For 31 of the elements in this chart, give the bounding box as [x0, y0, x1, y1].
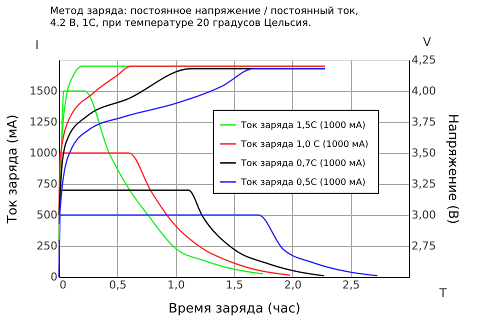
y2-tick-label: 4,25: [412, 54, 436, 66]
y2-tick-label: 3,50: [412, 146, 436, 160]
legend-label: Ток заряда 1,5C (1000 мА): [240, 120, 366, 131]
y-axis-title: Ток заряда (мА): [6, 114, 21, 224]
text: I: [35, 38, 39, 52]
x-tick-label: 2,5: [342, 278, 360, 292]
x-tick-label: 1,5: [226, 278, 244, 292]
y2-tick-label: 2,75: [412, 240, 436, 252]
y2-tick-label: 3,75: [412, 116, 436, 128]
text: T: [438, 286, 448, 300]
x-tick-label: 2,0: [284, 278, 302, 292]
y2-tick-label: 3,00: [412, 208, 436, 222]
y-tick-label: 500: [36, 208, 58, 222]
y-tick-label: 0: [50, 270, 58, 284]
x-tick-label: 1,0: [167, 278, 185, 292]
y-tick-label: 1250: [30, 116, 58, 128]
y2-tick-label: 3,25: [412, 178, 436, 190]
legend-label: Ток заряда 0,7C (1000 мА): [240, 158, 366, 169]
x-axis-title: Время заряда (час): [168, 302, 300, 316]
legend-label: Ток заряда 0,5C (1000 мА): [240, 178, 366, 188]
x-tick-label: 0: [60, 278, 66, 292]
chart-title: Метод заряда: постоянное напряжение / постоянный ток, 4.2 В, 1С, при температуре 20 градусов Цельсия.: [50, 6, 358, 29]
legend-label: Ток заряда 1,0 C (1000 мА): [240, 140, 368, 150]
y-tick-label: 1000: [30, 146, 58, 160]
y2-axis-title: Напряжение (В): [444, 114, 460, 224]
y2-tick-label: 4,00: [412, 84, 436, 98]
y-tick-label: 750: [36, 178, 58, 190]
y-tick-label: 1500: [30, 84, 58, 98]
y-tick-label: 250: [36, 240, 58, 252]
text: V: [422, 35, 432, 49]
x-tick-label: 0,5: [109, 278, 127, 292]
